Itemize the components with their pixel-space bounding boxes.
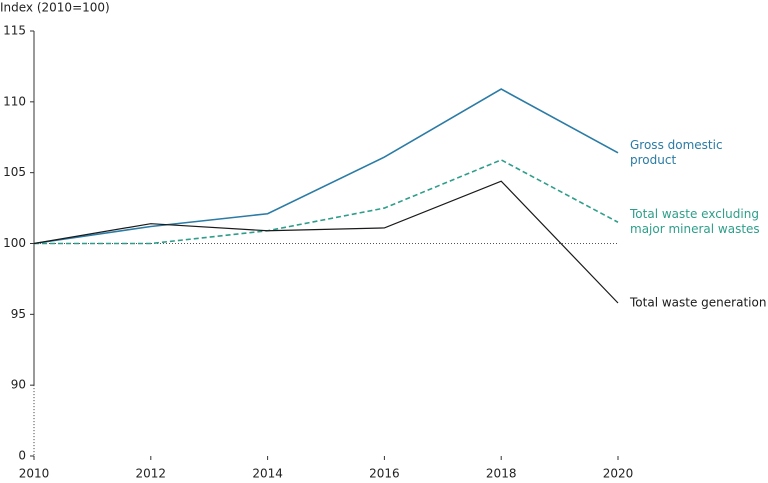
series-label: Gross domestic product	[630, 137, 723, 167]
x-tick-label: 2014	[252, 467, 283, 481]
y-tick-label: 95	[11, 307, 26, 321]
series-label: Total waste generation	[630, 295, 767, 310]
y-tick-label: 110	[3, 94, 26, 108]
series-line	[33, 88, 619, 245]
y-tick-label: 115	[3, 24, 26, 38]
series-line	[34, 159, 619, 245]
series-label: Total waste excluding major mineral wast…	[630, 207, 760, 237]
x-tick-label: 2012	[136, 467, 167, 481]
y-tick-label: 90	[11, 378, 26, 392]
x-tick-label: 2020	[603, 467, 634, 481]
y-tick-label: 0	[18, 449, 26, 463]
y-axis-title: Index (2010=100)	[0, 1, 110, 15]
x-tick-label: 2010	[19, 467, 50, 481]
x-tick-label: 2018	[486, 467, 517, 481]
y-tick-label: 105	[3, 165, 26, 179]
y-tick-label: 100	[3, 236, 26, 250]
series-line	[33, 180, 619, 304]
x-tick-label: 2016	[369, 467, 400, 481]
